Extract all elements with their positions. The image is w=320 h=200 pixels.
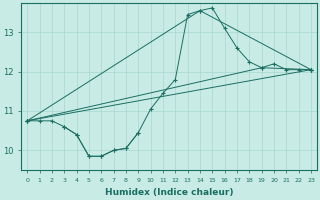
- X-axis label: Humidex (Indice chaleur): Humidex (Indice chaleur): [105, 188, 233, 197]
